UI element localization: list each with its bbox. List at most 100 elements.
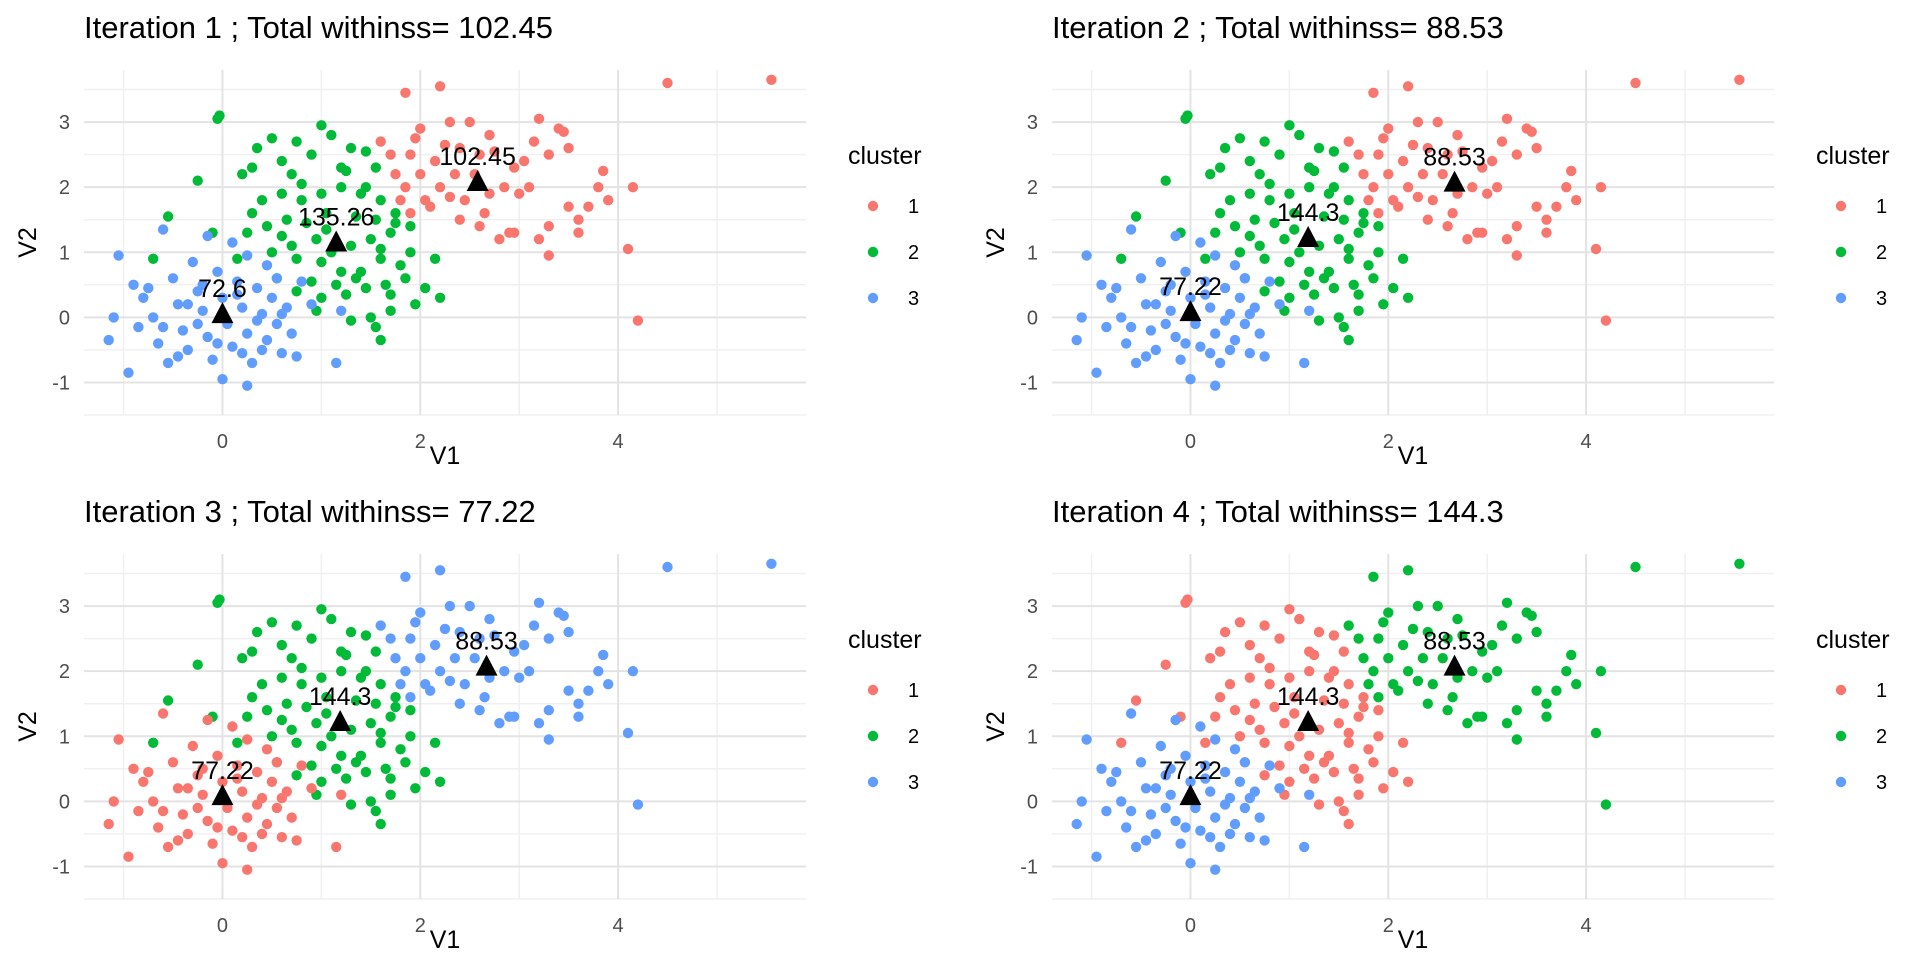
data-point-cluster-2 bbox=[375, 818, 386, 830]
data-point-cluster-1 bbox=[138, 776, 149, 787]
data-point-cluster-1 bbox=[1541, 214, 1552, 225]
data-point-cluster-2 bbox=[162, 695, 174, 706]
data-point-cluster-2 bbox=[1368, 273, 1379, 284]
data-point-cluster-3 bbox=[662, 561, 673, 573]
data-point-cluster-2 bbox=[1491, 666, 1503, 677]
data-point-cluster-1 bbox=[1304, 750, 1315, 761]
data-point-cluster-1 bbox=[187, 740, 198, 752]
data-point-cluster-3 bbox=[242, 250, 253, 261]
data-point-cluster-2 bbox=[266, 247, 278, 258]
data-point-cluster-2 bbox=[1442, 705, 1453, 716]
data-point-cluster-3 bbox=[197, 279, 208, 290]
data-point-cluster-1 bbox=[1551, 201, 1562, 212]
data-point-cluster-2 bbox=[1259, 286, 1270, 297]
data-point-cluster-2 bbox=[385, 227, 396, 238]
data-point-cluster-3 bbox=[449, 653, 461, 664]
legend-key-cluster-1 bbox=[867, 684, 879, 696]
data-point-cluster-3 bbox=[1210, 734, 1221, 745]
data-point-cluster-1 bbox=[157, 708, 169, 719]
data-point-cluster-3 bbox=[1214, 841, 1226, 853]
data-point-cluster-2 bbox=[1432, 600, 1443, 612]
legend-key-cluster-2 bbox=[1835, 730, 1847, 742]
data-point-cluster-2 bbox=[1397, 253, 1409, 264]
data-point-cluster-2 bbox=[246, 162, 258, 173]
legend-key-cluster-2 bbox=[867, 246, 879, 258]
data-point-cluster-2 bbox=[345, 315, 357, 326]
data-point-cluster-2 bbox=[276, 672, 287, 683]
data-point-cluster-3 bbox=[271, 318, 283, 330]
data-point-cluster-2 bbox=[1343, 620, 1354, 631]
data-point-cluster-3 bbox=[563, 685, 574, 696]
y-tick-label: 2 bbox=[59, 661, 70, 683]
data-point-cluster-2 bbox=[1521, 607, 1532, 618]
data-point-cluster-1 bbox=[543, 149, 554, 160]
data-point-cluster-1 bbox=[504, 227, 515, 238]
data-point-cluster-2 bbox=[237, 169, 248, 180]
data-point-cluster-1 bbox=[415, 123, 426, 134]
data-point-cluster-2 bbox=[301, 701, 312, 713]
data-point-cluster-2 bbox=[242, 711, 253, 722]
data-point-cluster-1 bbox=[563, 142, 574, 154]
data-point-cluster-3 bbox=[202, 331, 213, 343]
data-point-cluster-1 bbox=[1234, 617, 1246, 628]
data-point-cluster-2 bbox=[1373, 633, 1384, 644]
data-point-cluster-1 bbox=[232, 760, 243, 771]
data-point-cluster-3 bbox=[1180, 266, 1191, 277]
legend: cluster 1 2 3 bbox=[1816, 142, 1890, 310]
data-point-cluster-1 bbox=[1353, 149, 1364, 160]
legend-label-cluster-1: 1 bbox=[908, 680, 919, 702]
data-point-cluster-1 bbox=[207, 838, 218, 849]
data-point-cluster-2 bbox=[365, 796, 376, 807]
x-tick-label: 4 bbox=[613, 431, 624, 453]
data-point-cluster-1 bbox=[237, 832, 248, 843]
data-point-cluster-3 bbox=[622, 727, 634, 739]
data-point-cluster-1 bbox=[395, 195, 406, 206]
data-point-cluster-2 bbox=[1116, 253, 1127, 264]
data-point-cluster-2 bbox=[1571, 679, 1582, 690]
data-point-cluster-3 bbox=[1076, 312, 1087, 323]
data-point-cluster-2 bbox=[276, 230, 287, 242]
data-point-cluster-3 bbox=[1081, 250, 1092, 261]
data-point-cluster-2 bbox=[375, 334, 386, 346]
data-point-cluster-1 bbox=[331, 841, 342, 853]
data-point-cluster-3 bbox=[1180, 338, 1191, 349]
data-point-cluster-3 bbox=[395, 679, 406, 690]
legend-key-cluster-3 bbox=[867, 776, 879, 788]
data-point-cluster-1 bbox=[1358, 701, 1369, 713]
data-point-cluster-1 bbox=[479, 208, 490, 219]
data-point-cluster-2 bbox=[321, 692, 332, 703]
data-point-cluster-3 bbox=[1150, 344, 1161, 356]
data-point-cluster-3 bbox=[1274, 783, 1285, 794]
data-point-cluster-2 bbox=[321, 708, 332, 719]
data-point-cluster-3 bbox=[1190, 802, 1201, 814]
data-point-cluster-3 bbox=[385, 633, 396, 644]
data-point-cluster-3 bbox=[1239, 318, 1251, 330]
data-point-cluster-1 bbox=[1383, 169, 1394, 180]
y-tick-label: 1 bbox=[1027, 726, 1038, 748]
data-point-cluster-2 bbox=[420, 766, 431, 778]
cluster-center-marker bbox=[1443, 654, 1466, 676]
data-point-cluster-2 bbox=[410, 783, 421, 794]
y-tick-label: 0 bbox=[59, 791, 70, 813]
data-point-cluster-2 bbox=[1378, 617, 1389, 628]
data-point-cluster-2 bbox=[1182, 110, 1193, 121]
data-point-cluster-2 bbox=[148, 737, 159, 748]
data-point-cluster-2 bbox=[1234, 247, 1246, 258]
data-point-cluster-2 bbox=[281, 214, 292, 225]
data-point-cluster-3 bbox=[1259, 351, 1270, 362]
data-point-cluster-2 bbox=[405, 221, 416, 232]
data-point-cluster-3 bbox=[469, 653, 480, 664]
x-tick-label: 4 bbox=[1581, 915, 1592, 937]
data-point-cluster-1 bbox=[1244, 672, 1255, 683]
cluster-center-label: 77.22 bbox=[1159, 273, 1222, 301]
chart-title: Iteration 3 ; Total withinss= 77.22 bbox=[84, 494, 536, 529]
data-point-cluster-3 bbox=[187, 256, 198, 268]
data-point-cluster-1 bbox=[251, 799, 263, 810]
data-point-cluster-3 bbox=[420, 679, 431, 690]
data-point-cluster-2 bbox=[1244, 155, 1255, 167]
data-point-cluster-2 bbox=[370, 646, 381, 657]
data-point-cluster-3 bbox=[1200, 276, 1211, 287]
data-point-cluster-2 bbox=[434, 776, 446, 787]
cluster-center-marker bbox=[1297, 709, 1320, 731]
legend-label-cluster-2: 2 bbox=[1876, 726, 1887, 748]
